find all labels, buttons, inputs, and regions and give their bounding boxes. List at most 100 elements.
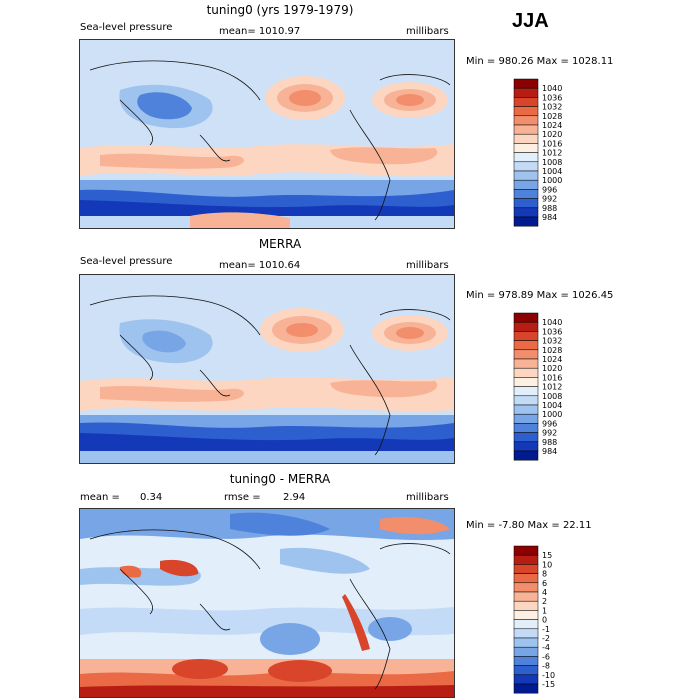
colorbar-tick-label: 1020 — [542, 364, 562, 373]
colorbar-diff: 15 10 8 6 4 2 1 0 -1 -2 -4 -6 -8 -10 -15 — [513, 545, 574, 696]
colorbar-tick-label: 1040 — [542, 84, 562, 93]
min-max-label: Min = 980.26 Max = 1028.11 — [466, 56, 614, 67]
colorbar-swatch — [513, 161, 539, 172]
colorbar-tick-label: 1008 — [542, 158, 562, 167]
difference-map — [79, 508, 455, 698]
colorbar-swatch — [513, 207, 539, 218]
mean-value: 0.34 — [140, 492, 163, 503]
colorbar-tick-label: 1008 — [542, 392, 562, 401]
colorbar-swatch — [513, 87, 539, 98]
colorbar-tick-label: -10 — [542, 671, 555, 680]
colorbar-swatch — [513, 189, 539, 199]
colorbar-tick-label: -4 — [542, 643, 550, 652]
colorbar-svg: 1040103610321028102410201016101210081004… — [513, 312, 562, 461]
colorbar-tick-label: -2 — [542, 634, 550, 643]
colorbar-swatch — [513, 423, 539, 433]
units-label: millibars — [406, 260, 449, 271]
colorbar-tick-label: 1012 — [542, 383, 562, 392]
mean-label: mean= 1010.97 — [219, 26, 301, 37]
colorbar-swatch — [513, 312, 539, 323]
colorbar-swatch — [513, 674, 539, 685]
colorbar-tick-label: 0 — [542, 616, 547, 625]
colorbar-tick-label: 10 — [542, 560, 552, 569]
colorbar-tick-label: 8 — [542, 570, 547, 579]
colorbar-tick-label: 1040 — [542, 318, 562, 327]
colorbar-swatch — [513, 133, 539, 144]
colorbar-tick-label: 1028 — [542, 346, 562, 355]
colorbar-swatch — [513, 179, 539, 190]
colorbar-tick-label: 1000 — [542, 176, 562, 185]
colorbar-tick-label: 984 — [542, 213, 557, 222]
season-label: JJA — [512, 10, 549, 32]
min-max-label: Min = -7.80 Max = 22.11 — [466, 520, 592, 531]
colorbar-model: 1040 1036 1032 1028 1024 1020 1016 1012 1008 1004… — [513, 78, 574, 229]
colorbar-tick-label: -8 — [542, 662, 550, 671]
colorbar-swatch — [513, 377, 539, 387]
colorbar-svg: 1040103610321028102410201016101210081004… — [513, 78, 562, 227]
colorbar-tick-label: 1000 — [542, 410, 562, 419]
colorbar-swatch — [513, 124, 539, 135]
colorbar-swatch — [513, 97, 539, 107]
colorbar-tick-label: 1 — [542, 606, 547, 615]
colorbar-tick-label: 1004 — [542, 167, 562, 176]
colorbar-swatch — [513, 115, 539, 126]
colorbar-swatch — [513, 331, 539, 341]
sea-level-pressure-map — [79, 39, 455, 229]
colorbar-tick-label: -6 — [542, 652, 550, 661]
colorbar-swatch — [513, 198, 539, 209]
colorbar-swatch — [513, 386, 539, 397]
colorbar-swatch — [513, 441, 539, 452]
colorbar-swatch — [513, 349, 539, 360]
panel-title: tuning0 (yrs 1979-1979) — [206, 3, 354, 17]
colorbar-swatch — [513, 367, 539, 378]
colorbar-swatch — [513, 610, 539, 620]
colorbar-tick-label: 996 — [542, 419, 557, 428]
colorbar-swatch — [513, 170, 539, 181]
colorbar-tick-label: 996 — [542, 185, 557, 194]
colorbar-swatch — [513, 143, 539, 153]
colorbar-swatch — [513, 564, 539, 574]
colorbar-swatch — [513, 545, 539, 556]
colorbar-swatch — [513, 591, 539, 602]
colorbar-tick-label: -15 — [542, 680, 555, 689]
colorbar-tick-label: 992 — [542, 195, 557, 204]
colorbar-tick-label: 1004 — [542, 401, 562, 410]
colorbar-obs: 1040 1036 1032 1028 1024 1020 1016 1012 1008 1004… — [513, 312, 574, 463]
colorbar-swatch — [513, 656, 539, 666]
colorbar-tick-label: 1020 — [542, 130, 562, 139]
panel-title: tuning0 - MERRA — [229, 472, 331, 486]
colorbar-tick-label: 1032 — [542, 103, 562, 112]
colorbar-swatch — [513, 152, 539, 163]
rmse-value: 2.94 — [283, 492, 306, 503]
colorbar-tick-label: 1024 — [542, 121, 562, 130]
sea-level-pressure-map — [79, 274, 455, 464]
rmse-label: rmse = — [224, 492, 261, 503]
colorbar-swatch — [513, 665, 539, 676]
colorbar-tick-label: 988 — [542, 438, 557, 447]
colorbar-swatch — [513, 432, 539, 443]
colorbar-tick-label: 1032 — [542, 337, 562, 346]
colorbar-swatch — [513, 573, 539, 584]
colorbar-swatch — [513, 582, 539, 593]
colorbar-tick-label: 984 — [542, 447, 557, 456]
colorbar-swatch — [513, 106, 539, 117]
colorbar-swatch — [513, 358, 539, 369]
colorbar-swatch — [513, 683, 539, 694]
units-label: millibars — [406, 492, 449, 503]
colorbar-swatch — [513, 646, 539, 657]
colorbar-tick-label: 1016 — [542, 373, 562, 382]
colorbar-swatch — [513, 628, 539, 639]
colorbar-swatch — [513, 413, 539, 424]
colorbar-swatch — [513, 450, 539, 461]
colorbar-tick-label: 2 — [542, 597, 547, 606]
colorbar-tick-label: 988 — [542, 204, 557, 213]
mean-label: mean= 1010.64 — [219, 260, 301, 271]
colorbar-tick-label: 4 — [542, 588, 547, 597]
colorbar-swatch — [513, 554, 539, 565]
colorbar-tick-label: 1024 — [542, 355, 562, 364]
mean-label: mean = — [80, 492, 120, 503]
colorbar-tick-label: 992 — [542, 429, 557, 438]
colorbar-swatch — [513, 600, 539, 611]
colorbar-swatch — [513, 216, 539, 227]
colorbar-swatch — [513, 340, 539, 351]
